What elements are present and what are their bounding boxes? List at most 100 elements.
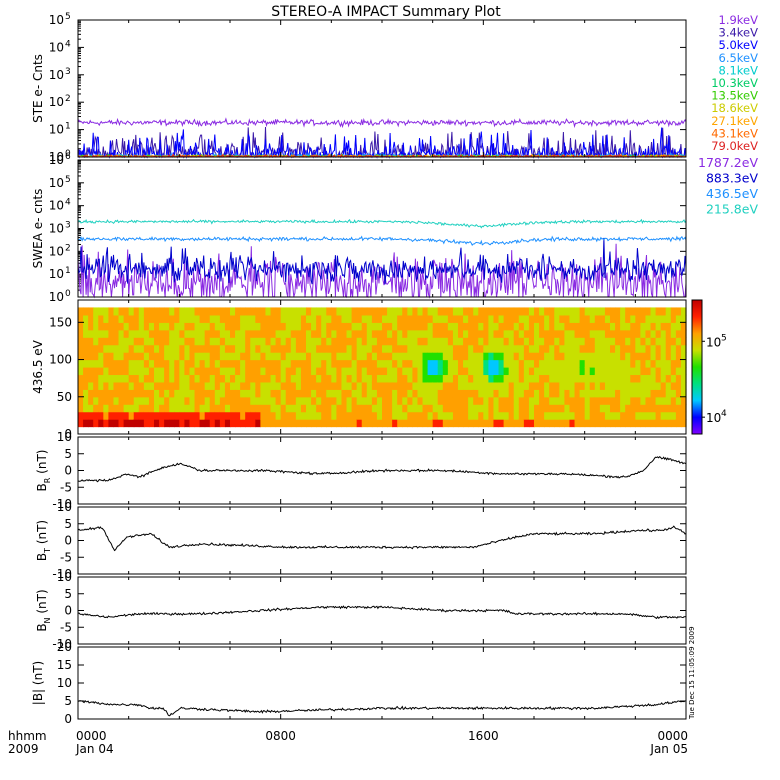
spectrogram-cell <box>336 322 343 331</box>
spectrogram-cell <box>427 367 434 376</box>
spectrogram-cell <box>488 381 495 390</box>
spectrogram-cell <box>447 396 454 405</box>
spectrogram-cell <box>174 374 180 383</box>
spectrogram-cell <box>295 329 302 338</box>
spectrogram-cell <box>503 307 510 316</box>
spectrogram-cell <box>371 344 378 353</box>
spectrogram-cell <box>341 344 348 353</box>
spectrogram-cell <box>594 314 601 323</box>
spectrogram-cell <box>336 307 343 316</box>
spectrogram-cell <box>240 344 246 353</box>
spectrogram-cell <box>88 396 94 405</box>
spectrogram-cell <box>189 337 196 346</box>
bmag-y-tick-label: 5 <box>64 694 72 708</box>
spectrogram-cell <box>133 419 140 428</box>
spectrogram-cell <box>402 404 408 413</box>
spectrogram-cell <box>422 337 429 346</box>
spectrogram-cell <box>488 367 495 376</box>
spectrogram-cell <box>295 314 302 323</box>
spectrogram-cell <box>275 314 282 323</box>
spectrogram-cell <box>300 389 307 398</box>
swea-legend-item: 215.8eV <box>706 202 758 217</box>
spectrogram-cell <box>564 322 571 331</box>
spectrogram-cell <box>295 419 302 428</box>
spectrogram-cell <box>371 374 378 383</box>
spectrogram-cell <box>78 307 84 316</box>
spectrogram-cell <box>154 344 160 353</box>
spectrogram-cell <box>265 404 272 413</box>
spectrogram-cell <box>138 419 145 428</box>
spectrogram-cell <box>78 419 84 428</box>
spectrogram-cell <box>523 352 530 361</box>
spectrogram-cell <box>169 344 175 353</box>
spectrogram-cell <box>478 352 484 361</box>
spectrogram-y-tick-label: 0 <box>64 427 72 441</box>
spectrogram-cell <box>452 419 459 428</box>
spectrogram-cell <box>88 352 94 361</box>
spectrogram-cell <box>265 352 272 361</box>
spectrogram-cell <box>331 329 337 338</box>
spectrogram-cell <box>493 322 500 331</box>
spectrogram-cell <box>265 396 272 405</box>
spectrogram-cell <box>255 404 261 413</box>
spectrogram-cell <box>78 359 84 368</box>
spectrogram-cell <box>204 404 211 413</box>
swea-y-tick-exp: 1 <box>65 266 71 276</box>
spectrogram-cell <box>138 381 145 390</box>
spectrogram-cell <box>670 314 677 323</box>
spectrogram-cell <box>250 337 256 346</box>
spectrogram-cell <box>620 411 626 420</box>
spectrogram-cell <box>128 314 135 323</box>
spectrogram-cell <box>108 419 115 428</box>
spectrogram-cell <box>103 359 109 368</box>
spectrogram-cell <box>346 381 353 390</box>
spectrogram-cell <box>138 389 145 398</box>
spectrogram-cell <box>478 329 484 338</box>
spectrogram-cell <box>341 329 348 338</box>
spectrogram-cell <box>625 307 631 316</box>
spectrogram-cell <box>321 329 327 338</box>
spectrogram-cell <box>245 389 251 398</box>
spectrogram-cell <box>285 404 292 413</box>
spectrogram-cell <box>458 307 464 316</box>
spectrogram-cell <box>159 337 165 346</box>
spectrogram-cell <box>265 329 272 338</box>
spectrogram-cell <box>387 381 393 390</box>
spectrogram-cell <box>179 352 185 361</box>
spectrogram-cell <box>432 381 439 390</box>
spectrogram-cell <box>528 404 535 413</box>
spectrogram-cell <box>670 337 677 346</box>
spectrogram-cell <box>341 419 348 428</box>
spectrogram-cell <box>174 367 180 376</box>
spectrogram-cell <box>620 367 626 376</box>
spectrogram-cell <box>326 329 332 338</box>
spectrogram-cell <box>194 337 201 346</box>
spectrogram-cell <box>204 352 211 361</box>
spectrogram-cell <box>295 389 302 398</box>
spectrogram-cell <box>473 337 479 346</box>
spectrogram-cell <box>675 307 682 316</box>
spectrogram-cell <box>78 381 84 390</box>
spectrogram-cell <box>138 337 145 346</box>
spectrogram-cell <box>280 322 287 331</box>
spectrogram-cell <box>458 389 464 398</box>
spectrogram-cell <box>402 396 408 405</box>
spectrogram-cell <box>478 337 484 346</box>
spectrogram-cell <box>113 419 120 428</box>
spectrogram-cell <box>224 381 231 390</box>
x-tick-time: 0000 <box>657 729 688 743</box>
spectrogram-cell <box>539 389 545 398</box>
spectrogram-cell <box>508 314 515 323</box>
spectrogram-cell <box>387 352 393 361</box>
spectrogram-cell <box>154 374 160 383</box>
spectrogram-cell <box>164 381 170 390</box>
spectrogram-cell <box>615 411 621 420</box>
spectrogram-cell <box>240 322 246 331</box>
spectrogram-cell <box>159 367 165 376</box>
spectrogram-cell <box>295 322 302 331</box>
spectrogram-cell <box>306 374 312 383</box>
spectrogram-cell <box>326 352 332 361</box>
spectrogram-cell <box>154 367 160 376</box>
spectrogram-cell <box>336 419 343 428</box>
spectrogram-cell <box>665 419 672 428</box>
